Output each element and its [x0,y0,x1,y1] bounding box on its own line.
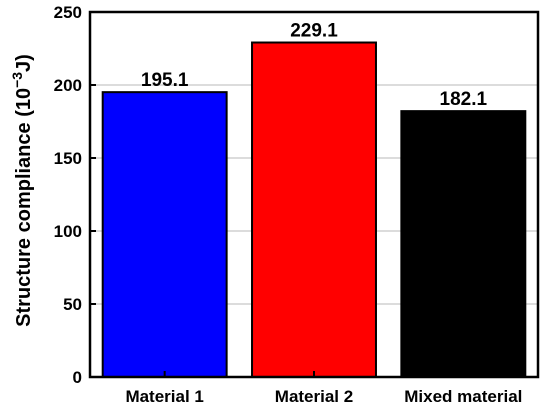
y-axis-label: Structure compliance (10−3J) [9,54,35,327]
x-tick-label: Mixed material [404,387,522,406]
y-tick-label: 100 [54,222,82,241]
y-axis-label-exponent: −3 [9,72,25,88]
y-tick-label: 200 [54,76,82,95]
y-axis-label-main: Structure compliance (10 [13,88,35,327]
y-axis-label-unit: J) [13,54,35,72]
bar-3 [400,110,527,378]
data-label: 229.1 [290,21,338,42]
y-tick-label: 150 [54,149,82,168]
bar-2 [251,41,377,378]
data-label: 195.1 [141,70,189,91]
x-tick-label: Material 2 [275,387,353,406]
data-labels: 195.1 229.1 182.1 [141,21,488,111]
x-tick-label: Material 1 [125,387,203,406]
x-ticks: Material 1 Material 2 Mixed material [125,371,522,406]
y-ticks: 0 50 100 150 200 250 [54,3,96,387]
bar-1 [101,91,228,379]
data-label: 182.1 [440,89,488,110]
y-tick-label: 50 [63,295,82,314]
y-tick-label: 0 [73,368,82,387]
y-tick-label: 250 [54,3,82,22]
